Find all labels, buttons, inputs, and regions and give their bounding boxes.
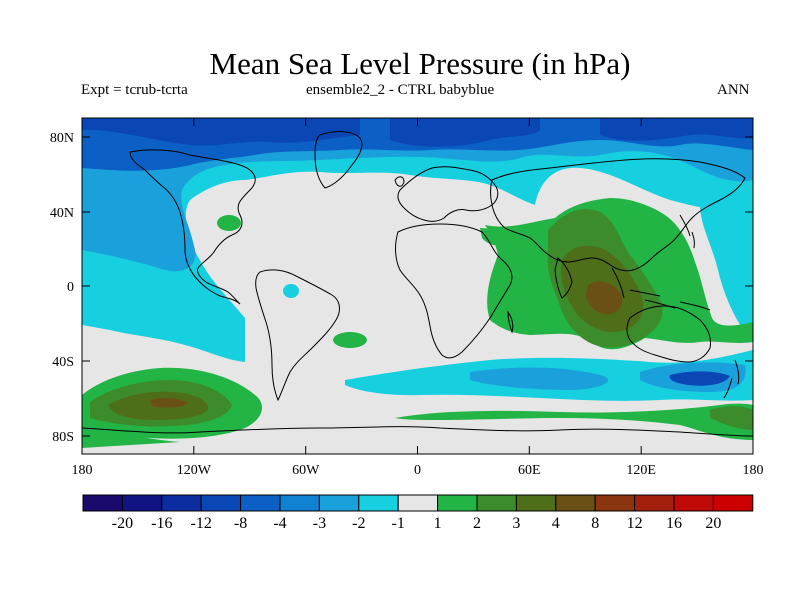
coast-australia <box>626 305 711 363</box>
colorbar-swatch <box>240 494 281 512</box>
colorbar-swatch <box>279 494 320 512</box>
coast-greenland <box>314 131 363 189</box>
coast-asia <box>490 158 746 272</box>
coast-se-asia <box>611 267 711 311</box>
lat-label-80s: 80S <box>52 430 74 445</box>
lat-label-40s: 40S <box>52 355 74 370</box>
coast-south-america <box>255 269 340 402</box>
lat-label-40n: 40N <box>50 206 74 221</box>
colorbar-swatch <box>634 494 675 512</box>
colorbar-swatch <box>673 494 714 512</box>
colorbar-label: 8 <box>591 515 599 532</box>
contour-southern-sky-3 <box>545 371 585 381</box>
experiment-label: Expt = tcrub-tcrta <box>81 82 188 98</box>
colorbar-swatch <box>161 494 202 512</box>
colorbar-swatch <box>318 494 360 512</box>
colorbar-swatch <box>121 494 163 512</box>
lat-label-0: 0 <box>67 280 74 295</box>
coast-europe <box>397 166 499 222</box>
contour-ne-pacific-cyan <box>700 195 753 340</box>
colorbar-label: 4 <box>552 515 560 532</box>
lon-label-60w: 60W <box>292 463 320 478</box>
contour-atlantic-green <box>217 215 241 231</box>
colorbar-swatch <box>397 494 439 512</box>
colorbar-label: -3 <box>313 515 326 532</box>
contour-southern-blue <box>669 371 730 386</box>
lon-label-180e: 180 <box>743 463 764 478</box>
colorbar-swatch <box>82 494 123 512</box>
coast-uk <box>394 176 405 187</box>
colorbar-label: -2 <box>352 515 365 532</box>
colorbar-swatch <box>712 494 754 512</box>
lon-label-0: 0 <box>414 463 421 478</box>
colorbar-swatch <box>515 494 557 512</box>
map-title: Mean Sea Level Pressure (in hPa) <box>209 46 631 81</box>
axis-ticks <box>82 118 753 454</box>
colorbar-label: 12 <box>627 515 643 532</box>
colorbar-swatch <box>594 494 636 512</box>
season-label: ANN <box>717 82 750 98</box>
colorbar: -20 -16 -12 -8 -4 -3 -2 -1 1 2 3 4 8 12 16 20 <box>82 494 754 532</box>
contour-spacific-brown <box>150 397 188 408</box>
contour-se-green <box>710 406 753 430</box>
colorbar-swatch <box>476 494 517 512</box>
colorbar-label: -8 <box>234 515 247 532</box>
lon-label-60e: 60E <box>518 463 541 478</box>
colorbar-label: 1 <box>434 515 442 532</box>
coast-madagascar <box>507 310 514 334</box>
lon-label-120w: 120W <box>177 463 212 478</box>
contour-indian-arabia-green <box>480 228 505 246</box>
lon-label-180w: 180 <box>72 463 93 478</box>
contour-north-deep-blue-3 <box>600 118 753 141</box>
colorbar-label: -16 <box>151 515 172 532</box>
colorbar-label: 3 <box>512 515 520 532</box>
colorbar-swatch <box>437 494 478 512</box>
coast-new-zealand <box>723 359 740 399</box>
contour-north-sky <box>82 118 753 272</box>
coast-north-america <box>129 149 256 305</box>
colorbar-swatch <box>358 494 399 512</box>
contour-southern-sky <box>470 367 609 390</box>
contour-south-green-band <box>82 430 180 448</box>
coastlines <box>82 131 753 437</box>
contour-indian-brown <box>586 281 623 315</box>
contour-pacific-sky <box>82 195 190 262</box>
colorbar-swatch <box>200 494 242 512</box>
colorbar-label: -1 <box>392 515 405 532</box>
contour-south-green-band-2 <box>395 403 753 440</box>
pressure-anomaly-map <box>82 118 753 454</box>
colorbar-swatch <box>555 494 596 512</box>
ensemble-label: ensemble2_2 - CTRL babyblue <box>306 82 495 98</box>
contour-north-cyan <box>82 118 753 362</box>
coast-india <box>554 257 573 299</box>
coast-antarctica <box>82 426 753 437</box>
contour-north-deep-blue <box>82 118 360 146</box>
colorbar-label: -12 <box>191 515 212 532</box>
colorbar-label: 16 <box>666 515 682 532</box>
colorbar-label: -4 <box>273 515 286 532</box>
colorbar-label: -20 <box>112 515 133 532</box>
contour-cyan-patch-brazil <box>283 284 299 298</box>
coast-africa <box>395 223 513 359</box>
coast-japan <box>679 214 695 249</box>
colorbar-label: 2 <box>473 515 481 532</box>
lon-label-120e: 120E <box>626 463 656 478</box>
contour-south-atlantic-green <box>333 332 367 348</box>
contour-north-deep-blue-2 <box>390 118 540 147</box>
colorbar-label: 20 <box>705 515 721 532</box>
lat-label-80n: 80N <box>50 131 74 146</box>
